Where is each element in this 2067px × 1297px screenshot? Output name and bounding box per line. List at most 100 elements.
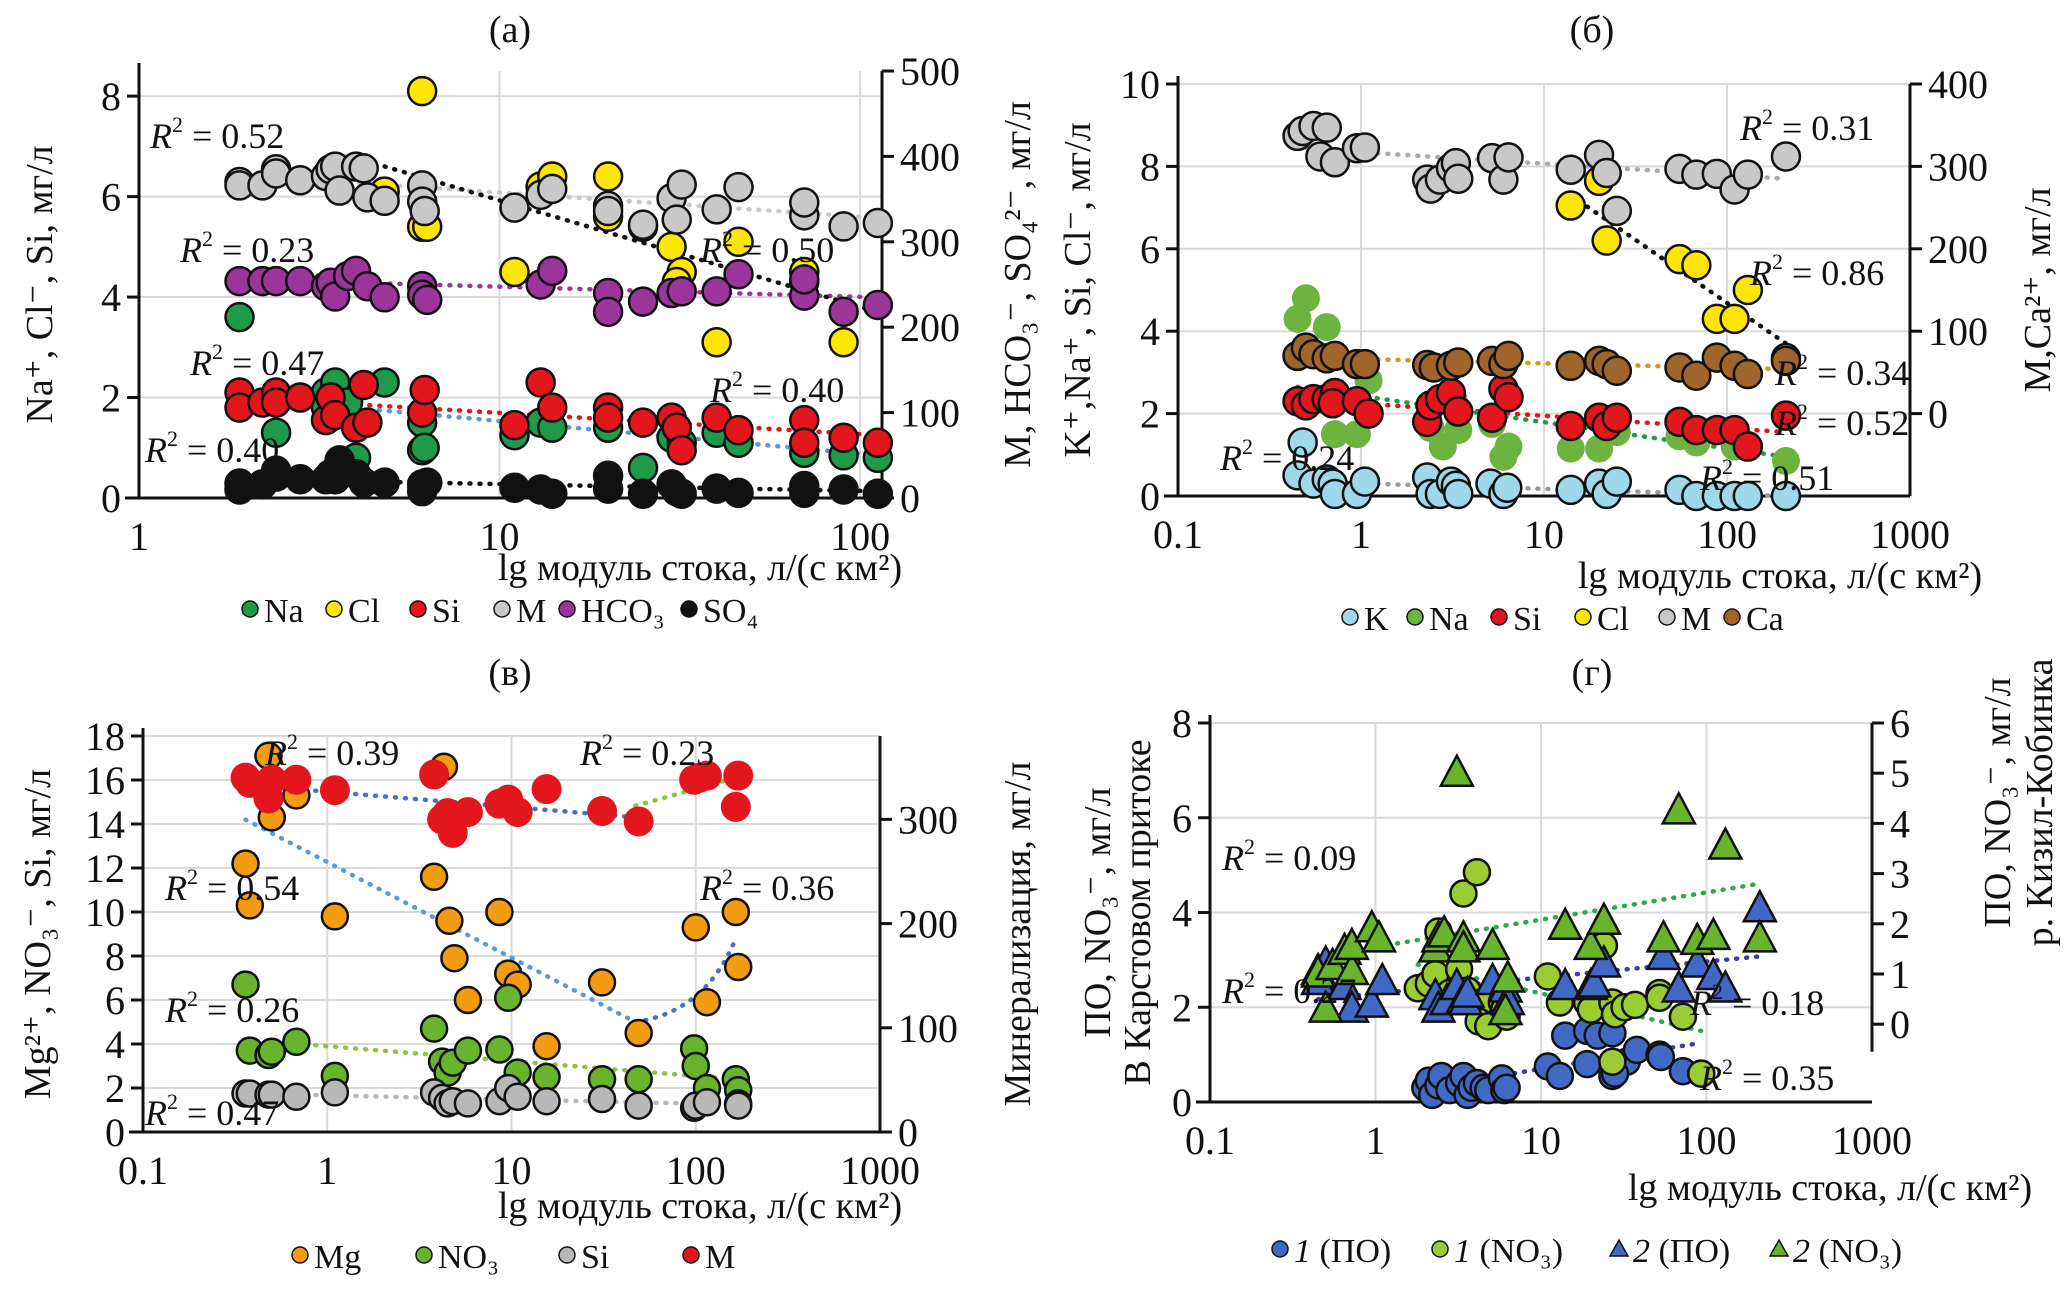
legend-item-mg: Mg bbox=[291, 1239, 361, 1276]
point-m bbox=[369, 185, 400, 217]
point-1-no3- bbox=[1462, 857, 1492, 887]
r2-label: R2 = 0.18 bbox=[1689, 979, 1824, 1023]
y-tick-label: 10 bbox=[85, 890, 125, 935]
r2-label: R2 = 0.54 bbox=[164, 864, 299, 908]
point-mg bbox=[235, 891, 265, 920]
point-k bbox=[1349, 466, 1381, 497]
panel-title: (а) bbox=[489, 9, 531, 51]
point-2-no3- bbox=[1474, 926, 1511, 961]
legend-marker bbox=[1768, 1238, 1790, 1257]
x-tick-label: 100 bbox=[1677, 1118, 1737, 1163]
point-ca bbox=[1493, 340, 1524, 372]
y2-tick-label: 5 bbox=[1890, 751, 1910, 796]
y2-axis-title: Минерализация, мг/л bbox=[997, 761, 1039, 1106]
point-2-no3- bbox=[1489, 958, 1526, 993]
point-si bbox=[1443, 396, 1474, 427]
point-mg bbox=[453, 985, 483, 1015]
legend-label: SO₄ bbox=[703, 593, 758, 630]
y2-tick-label: 100 bbox=[900, 391, 960, 436]
legend-item-hco-: HCO₃ bbox=[558, 593, 665, 630]
legend-marker bbox=[1406, 608, 1424, 626]
point-si bbox=[723, 414, 754, 446]
legend-item-na: Na bbox=[241, 593, 304, 630]
x-tick-label: 1 bbox=[317, 1148, 337, 1193]
point-m bbox=[723, 171, 754, 203]
point-si bbox=[789, 427, 820, 458]
r2-label: R2 = 0.26 bbox=[164, 986, 299, 1030]
legend-label: K bbox=[1364, 601, 1389, 638]
point-na bbox=[224, 301, 255, 333]
point-2-no3- bbox=[1695, 916, 1732, 951]
point-2-no3- bbox=[1445, 928, 1482, 963]
point-na bbox=[1585, 434, 1614, 463]
legend-item-na: Na bbox=[1406, 601, 1469, 638]
point-2-no3- bbox=[1645, 918, 1682, 953]
x-tick-label: 1000 bbox=[840, 1148, 920, 1193]
y-tick-label: 4 bbox=[101, 275, 121, 320]
y2-tick-label: 0 bbox=[1890, 1002, 1910, 1047]
x-tick-label: 1 bbox=[1351, 512, 1371, 557]
point-hco3 bbox=[723, 259, 754, 290]
y-tick-label: 2 bbox=[101, 376, 121, 421]
legend-item-no-: NO₃ bbox=[415, 1239, 499, 1276]
point-hco3 bbox=[592, 296, 624, 328]
point-hco3 bbox=[627, 286, 659, 317]
legend-label: Cl bbox=[348, 593, 380, 630]
point-no3 bbox=[485, 1035, 514, 1064]
point-m bbox=[502, 797, 533, 828]
point-mg bbox=[532, 1031, 561, 1061]
x-tick-label: 10 bbox=[492, 1148, 532, 1193]
y2-tick-label: 400 bbox=[900, 134, 960, 179]
point-no3 bbox=[624, 1064, 653, 1094]
y-axis-title: Mg²⁺, NO₃⁻, Si, мг/л bbox=[17, 769, 59, 1099]
point-2-по- bbox=[1645, 936, 1682, 971]
y2-tick-label: 200 bbox=[900, 305, 960, 350]
point-2-no3- bbox=[1360, 918, 1398, 953]
r2-label: R2 = 0.31 bbox=[1739, 104, 1874, 148]
point-cl bbox=[701, 327, 732, 358]
point-na bbox=[1494, 432, 1523, 461]
point-cl bbox=[1719, 303, 1750, 335]
point-m bbox=[437, 817, 468, 848]
point-ca bbox=[1681, 360, 1712, 391]
y2-tick-label: 2 bbox=[1890, 902, 1910, 947]
legend-marker bbox=[409, 600, 427, 618]
y2-tick-label: 6 bbox=[1890, 701, 1910, 746]
legend-label: HCO₃ bbox=[581, 593, 665, 630]
y-tick-label: 6 bbox=[105, 978, 125, 1023]
legend-marker bbox=[493, 600, 511, 618]
point-2-no3- bbox=[1438, 753, 1475, 787]
point-na bbox=[1312, 313, 1341, 342]
point-mg bbox=[587, 968, 617, 997]
point-si bbox=[284, 382, 316, 413]
point-mg bbox=[435, 906, 464, 936]
point-2-no3- bbox=[1307, 988, 1344, 1023]
point-hco3 bbox=[411, 284, 443, 316]
y2-tick-label: 3 bbox=[1890, 852, 1910, 897]
y-axis-title: K⁺,Na⁺, Si, Cl⁻, мг/л bbox=[1057, 122, 1099, 457]
trendline-no3 bbox=[243, 1037, 739, 1082]
legend-label: 2 (ПО) bbox=[1633, 1233, 1730, 1270]
point-hco3 bbox=[369, 282, 400, 313]
point-k bbox=[1555, 474, 1586, 506]
legend-item-m: M bbox=[682, 1239, 735, 1276]
point-2-по- bbox=[1353, 983, 1390, 1018]
point-so4 bbox=[536, 478, 568, 509]
point-m bbox=[666, 169, 697, 200]
x-tick-label: 1 bbox=[1366, 1118, 1386, 1163]
y2-tick-label: 200 bbox=[898, 902, 958, 947]
point-2-по- bbox=[1449, 973, 1486, 1008]
point-si bbox=[1732, 431, 1764, 462]
x-tick-label: 0.1 bbox=[118, 1148, 168, 1193]
point-2-no3- bbox=[1707, 825, 1744, 860]
legend-item-2-по-: 2 (ПО) bbox=[1608, 1233, 1730, 1270]
point-si bbox=[592, 402, 624, 433]
legend-item-2-no-: 2 (NO₃) bbox=[1768, 1233, 1902, 1270]
legend-item-si: Si bbox=[558, 1239, 609, 1276]
y-tick-label: 0 bbox=[1140, 474, 1160, 519]
point-m bbox=[1555, 154, 1586, 185]
legend-marker bbox=[325, 600, 343, 618]
legend-marker bbox=[1341, 608, 1359, 626]
r2-label: R2 = 0.47 bbox=[189, 339, 324, 383]
